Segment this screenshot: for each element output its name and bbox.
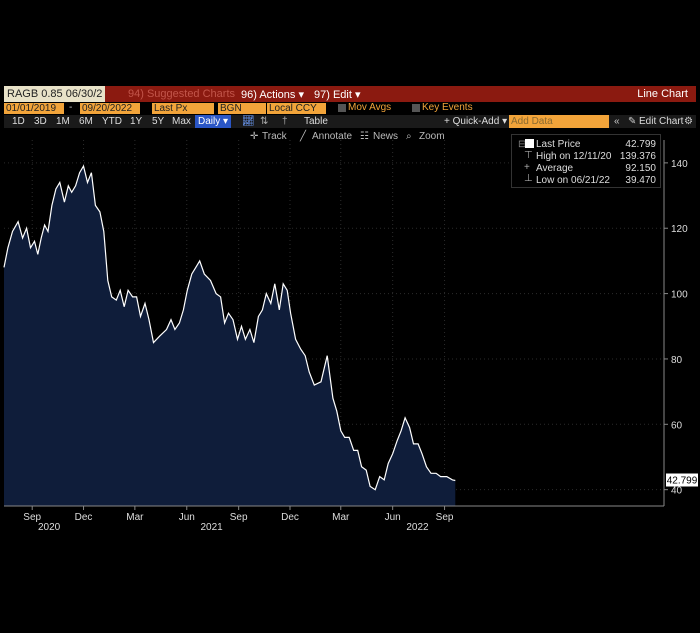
legend-high-value: 139.376 [619, 151, 656, 162]
line-style-icon[interactable]: 📈︎ [242, 116, 255, 127]
period-max[interactable]: Max [172, 116, 191, 127]
price-line [3, 164, 456, 491]
suggested-charts-button[interactable]: 94) Suggested Charts [128, 88, 236, 100]
y-ticks: 40 60 80 100 120 140 [664, 159, 688, 497]
last-price-box [666, 473, 698, 487]
track-button[interactable]: Track [262, 131, 287, 142]
quick-add-button[interactable]: + Quick-Add ▾ [444, 116, 508, 127]
date-separator: - [69, 102, 73, 113]
period-5y[interactable]: 5Y [152, 116, 165, 127]
currency-select[interactable]: Local CCY [267, 103, 326, 114]
legend-high-label: High on 12/11/20 [536, 151, 612, 162]
x-tick-label: Sep [230, 512, 248, 523]
last-price-swatch[interactable] [525, 139, 534, 148]
x-tick-label: Mar [332, 512, 350, 523]
key-events-checkbox[interactable] [412, 104, 420, 112]
track-icon[interactable]: ✛ [250, 131, 259, 142]
x-tick-label: Jun [385, 512, 401, 523]
chart-type-label: Line Chart [637, 88, 688, 100]
y-tick-label: 140 [671, 159, 688, 170]
ticker-field[interactable]: RAGB 0.85 06/30/2 [4, 86, 106, 102]
news-icon[interactable]: ☷ [360, 131, 369, 142]
period-6m[interactable]: 6M [79, 116, 93, 127]
x-tick-label: Sep [23, 512, 41, 523]
news-button[interactable]: News [373, 131, 399, 142]
year-label: 2020 [38, 522, 61, 533]
period-bar: 1D 3D 1M 6M YTD 1Y 5Y Max Daily ▾ 📈︎ ⇅ †… [4, 115, 696, 128]
edit-menu[interactable]: 97) Edit ▾ [314, 89, 361, 101]
edit-chart-button[interactable]: Edit Chart [639, 116, 684, 127]
legend-toggle-icon[interactable]: ⊟ [518, 139, 527, 150]
source-field[interactable]: BGN [218, 103, 266, 114]
command-bar: RAGB 0.85 06/30/2 94) Suggested Charts 9… [4, 86, 696, 102]
legend-average-label: Average [536, 163, 574, 174]
table-button[interactable]: Table [304, 116, 328, 127]
period-1m[interactable]: 1M [56, 116, 70, 127]
settings-bar: 01/01/2019 - 09/20/2022 Last Px BGN Loca… [4, 102, 696, 115]
low-marker-icon: ⊥ [524, 173, 533, 184]
add-data-input[interactable]: Add Data [509, 115, 609, 128]
legend-low-label: Low on 06/21/22 [536, 175, 610, 186]
y-tick-label: 40 [671, 486, 683, 497]
x-tick-label: Dec [75, 512, 93, 523]
x-tick-label: Dec [281, 512, 299, 523]
year-label: 2021 [200, 522, 223, 533]
period-ytd[interactable]: YTD [102, 116, 122, 127]
start-date-field[interactable]: 01/01/2019 [4, 103, 64, 114]
year-label: 2022 [406, 522, 429, 533]
period-3d[interactable]: 3D [34, 116, 47, 127]
settings-icon[interactable]: ⚙ [684, 116, 693, 127]
frequency-select[interactable]: Daily ▾ [195, 115, 232, 128]
legend-average: Average 92.150 [536, 163, 656, 174]
legend-low: Low on 06/21/22 39.470 [536, 175, 656, 186]
x-tick-label: Mar [126, 512, 144, 523]
last-price-label: 42.799 [667, 476, 698, 487]
legend-last-label: Last Price [536, 139, 581, 150]
period-1y[interactable]: 1Y [130, 116, 143, 127]
legend-last: Last Price 42.799 [536, 139, 656, 150]
legend-average-value: 92.150 [625, 163, 656, 174]
average-marker-icon: + [524, 162, 530, 173]
x-tick-label: Jun [179, 512, 195, 523]
high-marker-icon: ⊤ [524, 150, 533, 161]
legend-last-value: 42.799 [625, 139, 656, 150]
key-events-label[interactable]: Key Events [422, 102, 473, 113]
x-tick-label: Sep [436, 512, 454, 523]
y-tick-label: 80 [671, 355, 683, 366]
last-price-marker: 42.799 [666, 473, 698, 487]
pencil-icon[interactable]: ✎ [628, 116, 637, 127]
compare-icon[interactable]: ⇅ [260, 116, 269, 127]
annotate-icon[interactable]: ╱ [300, 131, 307, 142]
y-tick-label: 100 [671, 290, 688, 301]
period-1d[interactable]: 1D [12, 116, 25, 127]
legend-low-value: 39.470 [625, 175, 656, 186]
legend-high: High on 12/11/20 139.376 [536, 151, 656, 162]
price-area [4, 166, 456, 506]
zoom-icon[interactable]: ⌕ [406, 131, 412, 142]
collapse-icon[interactable]: « [614, 116, 620, 127]
zoom-button[interactable]: Zoom [419, 131, 445, 142]
mov-avgs-label[interactable]: Mov Avgs [348, 102, 392, 113]
annotate-button[interactable]: Annotate [312, 131, 353, 142]
legend-box: ⊟ Last Price 42.799 ⊤ High on 12/11/20 1… [511, 134, 661, 188]
y-tick-label: 120 [671, 224, 688, 235]
mov-avgs-checkbox[interactable] [338, 104, 346, 112]
pin-icon[interactable]: † [282, 116, 288, 127]
actions-menu[interactable]: 96) Actions ▾ [241, 89, 304, 101]
price-field-select[interactable]: Last Px [152, 103, 214, 114]
end-date-field[interactable]: 09/20/2022 [80, 103, 140, 114]
y-tick-label: 60 [671, 420, 683, 431]
